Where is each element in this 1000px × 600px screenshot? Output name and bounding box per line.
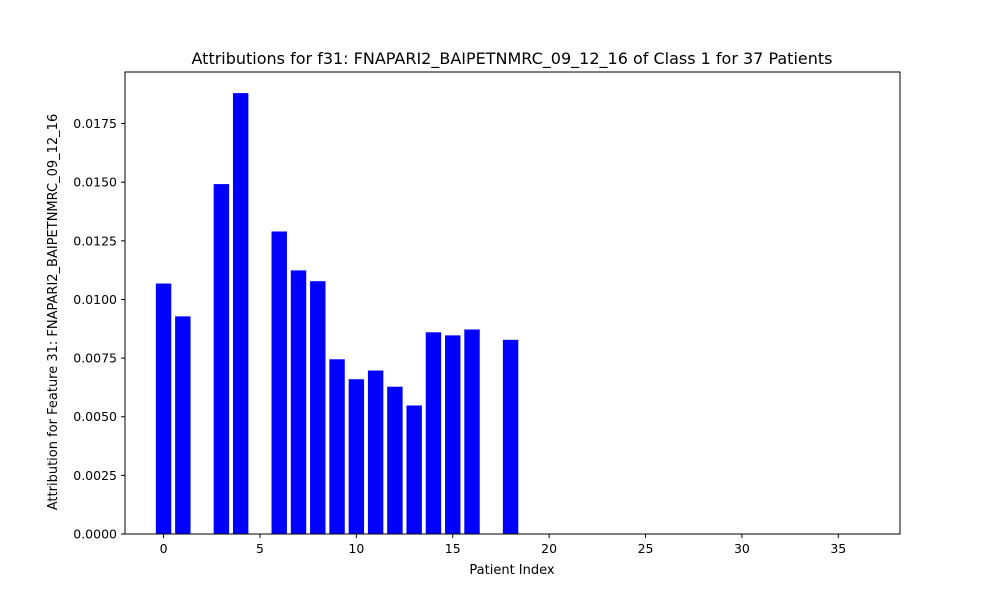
x-tick-label: 30 xyxy=(734,541,750,556)
bar-patient-0 xyxy=(155,283,172,534)
bar-patient-14 xyxy=(425,332,442,534)
bar-patient-16 xyxy=(464,329,480,534)
bar-patient-13 xyxy=(406,405,422,534)
x-tick-label: 20 xyxy=(541,541,557,556)
x-axis-label: Patient Index xyxy=(469,563,554,578)
bar-patient-7 xyxy=(290,270,307,534)
x-tick-label: 0 xyxy=(160,541,168,556)
bar-patient-10 xyxy=(348,379,365,534)
bar-patient-12 xyxy=(387,386,403,534)
bar-patient-18 xyxy=(502,339,519,534)
y-tick-label: 0.0125 xyxy=(73,233,117,248)
bar-patient-8 xyxy=(310,281,326,534)
bar-patient-6 xyxy=(271,231,287,534)
bar-patient-3 xyxy=(213,184,230,534)
bar-patient-9 xyxy=(329,359,345,534)
bar-patient-1 xyxy=(175,316,191,534)
y-tick-label: 0.0000 xyxy=(73,527,117,542)
x-axis-ticks: 0 5 10 15 20 25 30 35 xyxy=(160,534,846,556)
x-tick-label: 35 xyxy=(830,541,846,556)
x-tick-label: 10 xyxy=(348,541,364,556)
x-tick-label: 5 xyxy=(256,541,264,556)
y-tick-label: 0.0100 xyxy=(73,292,117,307)
y-tick-label: 0.0050 xyxy=(73,409,117,424)
y-tick-label: 0.0175 xyxy=(73,116,117,131)
y-tick-label: 0.0025 xyxy=(73,468,117,483)
y-tick-label: 0.0150 xyxy=(73,175,117,190)
x-tick-label: 25 xyxy=(638,541,654,556)
plot-frame xyxy=(124,71,901,535)
y-axis-label: Attribution for Feature 31: FNAPARI2_BAI… xyxy=(46,114,61,510)
bars-group xyxy=(155,93,519,534)
x-tick-label: 15 xyxy=(445,541,461,556)
bar-patient-4 xyxy=(232,93,249,534)
y-axis-ticks: 0.0000 0.0025 0.0050 0.0075 0.0100 0.0125 0.01… xyxy=(73,116,125,542)
y-tick-label: 0.0075 xyxy=(73,351,117,366)
chart-title: Attributions for f31: FNAPARI2_BAIPETNMR… xyxy=(192,49,833,69)
bar-patient-15 xyxy=(445,335,461,534)
bar-patient-11 xyxy=(367,370,384,534)
